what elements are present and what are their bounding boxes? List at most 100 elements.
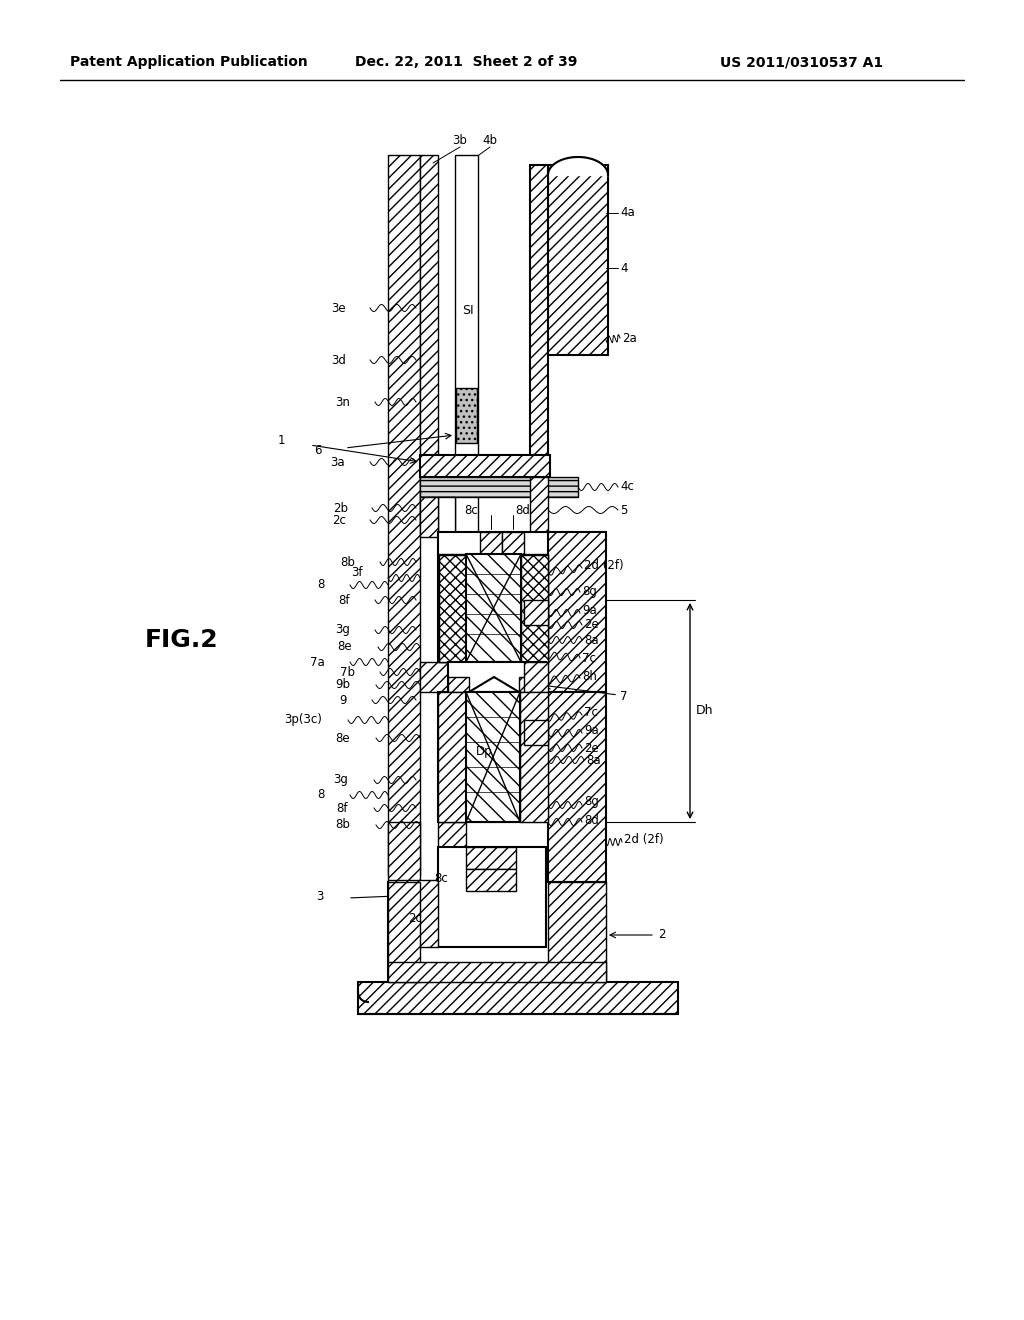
Bar [466,869,516,891]
Bar [502,532,524,554]
Bar [439,554,466,663]
Bar [449,663,546,677]
Text: 8a: 8a [586,754,601,767]
Bar [388,154,420,875]
Text: 3: 3 [316,891,324,903]
Text: 8c: 8c [434,871,449,884]
Text: 2d (2f): 2d (2f) [624,833,664,846]
Text: 8d: 8d [515,503,529,516]
Text: 4a: 4a [620,206,635,219]
Text: US 2011/0310537 A1: US 2011/0310537 A1 [720,55,883,69]
Text: 3a: 3a [331,455,345,469]
Text: 7c: 7c [584,705,598,718]
Bar [466,554,521,663]
Text: 2a: 2a [622,331,637,345]
Text: 9: 9 [340,693,347,706]
Text: 8: 8 [317,788,325,801]
Text: 9b: 9b [335,678,350,692]
Polygon shape [449,663,546,692]
Text: Dec. 22, 2011  Sheet 2 of 39: Dec. 22, 2011 Sheet 2 of 39 [355,55,578,69]
Bar [438,692,548,822]
Bar [524,663,548,692]
Text: 8c: 8c [464,503,478,516]
Text: 2c: 2c [332,513,346,527]
Bar [420,455,550,477]
Bar [438,532,548,663]
Bar [524,601,548,624]
Bar [438,847,546,946]
Bar [420,498,438,537]
Bar [530,477,548,532]
Text: 3n: 3n [335,396,350,408]
Polygon shape [548,157,608,176]
Bar [438,692,466,822]
Bar [420,154,438,525]
Text: 3b: 3b [453,133,467,147]
Text: 3d: 3d [331,354,346,367]
Bar [548,165,608,355]
Bar [438,822,466,847]
Text: Dh: Dh [696,705,714,718]
Bar [480,532,502,554]
Bar [388,882,606,982]
Text: 8f: 8f [339,594,350,606]
Text: 8e: 8e [336,731,350,744]
Text: Dp: Dp [476,746,493,759]
Bar [455,154,478,545]
Text: 3e: 3e [332,301,346,314]
Text: 9a: 9a [584,723,599,737]
Text: SI: SI [462,304,474,317]
Text: 6: 6 [314,444,322,457]
Bar [548,692,606,882]
Text: 8g: 8g [582,586,597,598]
Bar [438,554,466,663]
Bar [520,554,548,663]
Text: FIG.2: FIG.2 [145,628,219,652]
Text: 4b: 4b [482,133,498,147]
Text: 3g: 3g [335,623,350,636]
Bar [438,498,455,537]
Text: 2e: 2e [584,619,599,631]
Text: 8h: 8h [582,669,597,682]
Text: 3g: 3g [333,774,348,787]
Bar [358,982,678,1014]
Bar [388,882,420,982]
Bar [388,962,606,982]
Bar [524,719,548,744]
Bar [420,477,578,498]
Text: 8e: 8e [337,640,352,653]
Text: 9a: 9a [582,603,597,616]
Bar [520,692,548,822]
Text: 2c: 2c [408,912,422,924]
Bar [530,165,548,470]
Text: 7: 7 [620,689,628,702]
Text: 2b: 2b [333,502,348,515]
Text: 8d: 8d [584,813,599,826]
Text: 4c: 4c [620,480,634,494]
Text: 2e: 2e [584,742,599,755]
Text: 1: 1 [278,433,285,446]
Bar [466,692,520,822]
Bar [466,847,516,869]
Text: Patent Application Publication: Patent Application Publication [70,55,308,69]
Text: 8f: 8f [337,801,348,814]
Text: 7a: 7a [310,656,325,668]
Polygon shape [548,157,608,176]
Bar [388,880,438,946]
Text: 5: 5 [620,503,628,516]
Text: 2: 2 [658,928,666,941]
Bar [548,882,606,982]
Text: 8a: 8a [584,634,599,647]
Text: 2d (2f): 2d (2f) [584,558,624,572]
Bar [388,822,420,921]
Text: 8b: 8b [335,818,350,832]
Text: 8g: 8g [584,796,599,808]
Text: 7b: 7b [340,665,355,678]
Text: 7c: 7c [582,652,596,664]
Bar [420,663,449,692]
Text: 4: 4 [620,261,628,275]
Text: 8: 8 [317,578,325,591]
Text: 8b: 8b [340,556,355,569]
Text: 3f: 3f [351,566,362,579]
Bar [548,532,606,692]
